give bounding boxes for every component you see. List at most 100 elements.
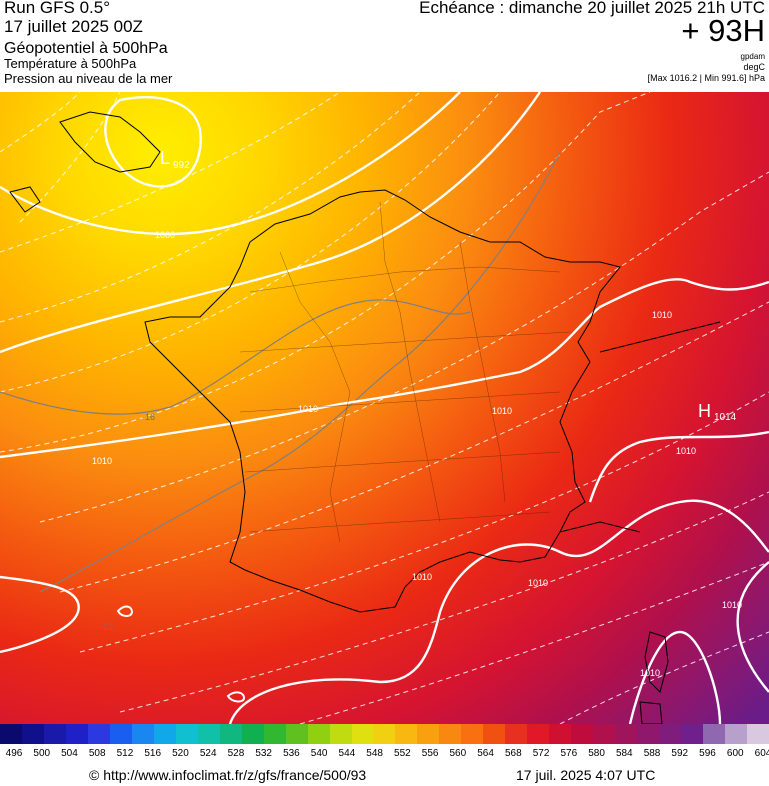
parameter-temperature: Température à 500hPa	[4, 56, 137, 71]
color-scale-cell	[65, 724, 88, 744]
color-scale-cell	[483, 724, 506, 744]
parameter-geopotential: Géopotentiel à 500hPa	[4, 40, 168, 57]
color-scale-tick: 556	[421, 748, 439, 759]
color-scale-cell	[87, 724, 110, 744]
color-scale-cell	[439, 724, 462, 744]
isobar-label: 1010	[92, 456, 112, 466]
color-scale-tick: 520	[172, 748, 189, 759]
temperature-isotherms	[0, 92, 769, 724]
color-scale-cell	[395, 724, 418, 744]
color-scale-cell	[615, 724, 638, 744]
color-scale-cell	[659, 724, 682, 744]
isobar-label: 1010	[722, 600, 742, 610]
isobar-label: 1010	[652, 310, 672, 320]
isotherm-label: -16	[142, 412, 155, 422]
run-title: Run GFS 0.5°	[4, 0, 111, 17]
header: Run GFS 0.5° 17 juillet 2025 00Z Géopote…	[0, 0, 769, 92]
color-scale-tick: 540	[310, 748, 328, 759]
color-scale-tick: 588	[643, 748, 661, 759]
color-scale-tick: 500	[33, 748, 51, 759]
color-scale-tick: 596	[699, 748, 716, 759]
color-scale-cell	[724, 724, 747, 744]
forecast-hour: + 93H	[681, 13, 765, 48]
color-scale-cell	[43, 724, 66, 744]
color-scale-cell	[263, 724, 286, 744]
color-scale-cell	[681, 724, 703, 744]
color-scale-cell	[21, 724, 44, 744]
color-scale-cell	[329, 724, 352, 744]
color-scale-cell	[307, 724, 330, 744]
low-pressure-value: 992	[173, 160, 190, 171]
color-scale-cell	[461, 724, 484, 744]
color-scale-cell	[351, 724, 374, 744]
parameter-pressure: Pression au niveau de la mer	[4, 71, 173, 86]
isobar-label: 1010	[676, 446, 696, 456]
color-scale-tick: 568	[504, 748, 522, 759]
forecast-valid-time: Echéance : dimanche 20 juillet 2025 21h …	[419, 0, 765, 17]
color-scale-cell	[549, 724, 572, 744]
isobar-label: 1010	[640, 668, 660, 678]
color-scale-tick: 552	[394, 748, 411, 759]
color-scale-tick: 600	[726, 748, 744, 759]
color-scale-cell	[153, 724, 176, 744]
color-scale-tick: 496	[5, 748, 23, 759]
isotherm-label: -12	[100, 622, 113, 632]
color-scale-tick: 572	[532, 748, 550, 759]
color-scale-tick: 564	[477, 748, 494, 759]
color-scale-cell	[241, 724, 264, 744]
isobars	[0, 92, 769, 724]
color-scale-tick: 512	[116, 748, 134, 759]
color-scale-cell	[197, 724, 220, 744]
color-scale-tick: 532	[255, 748, 272, 759]
weather-map: L 992 H 1014 1000 1010 1010 1010 1010 10…	[0, 92, 769, 724]
geopotential-field	[0, 92, 769, 724]
color-scale-tick: 524	[199, 748, 217, 759]
color-scale-tick: 584	[615, 748, 633, 759]
run-date: 17 juillet 2025 00Z	[4, 17, 143, 36]
color-scale-tick: 516	[144, 748, 162, 759]
color-scale-cell	[703, 724, 725, 744]
map-annotations: L 992 H 1014 1000 1010 1010 1010 1010 10…	[92, 148, 742, 678]
isobar-label: 1000	[155, 230, 175, 240]
color-scale-cell	[571, 724, 594, 744]
color-scale-tick: 592	[671, 748, 689, 759]
unit-degc: degC	[743, 62, 765, 72]
color-scale-tick: 536	[283, 748, 300, 759]
color-scale-cell	[593, 724, 616, 744]
color-scale-tick: 580	[588, 748, 605, 759]
isobar-label: 1010	[412, 572, 432, 582]
color-scale-cell	[527, 724, 550, 744]
color-scale-cell	[505, 724, 528, 744]
isobar-label: 1010	[298, 404, 318, 414]
pressure-min-max: [Max 1016.2 | Min 991.6] hPa	[647, 73, 765, 83]
department-boundaries	[239, 201, 571, 543]
color-scale-tick: 504	[61, 748, 78, 759]
color-scale-tick: 604	[754, 748, 769, 759]
high-pressure-value: 1014	[714, 412, 737, 423]
color-scale-cell	[373, 724, 396, 744]
color-scale-tick: 544	[338, 748, 356, 759]
isobar-label: 1010	[528, 578, 548, 588]
color-scale-cell	[285, 724, 308, 744]
color-scale-tick: 528	[227, 748, 245, 759]
color-scale-cell	[109, 724, 132, 744]
color-scale-cell	[0, 724, 22, 744]
color-scale	[0, 724, 769, 744]
color-scale-tick: 508	[88, 748, 106, 759]
color-scale-cell	[637, 724, 660, 744]
color-scale-tick: 560	[449, 748, 467, 759]
color-scale-cell	[175, 724, 198, 744]
coastlines-borders	[9, 111, 721, 724]
color-scale-tick: 548	[366, 748, 383, 759]
color-scale-tick: 576	[560, 748, 578, 759]
generation-date: 17 juil. 2025 4:07 UTC	[516, 767, 656, 783]
low-pressure-symbol: L	[160, 148, 170, 168]
color-scale-cell	[219, 724, 242, 744]
color-scale-cell	[417, 724, 440, 744]
high-pressure-symbol: H	[698, 401, 711, 421]
color-scale-cell	[131, 724, 154, 744]
isobar-label: 1010	[492, 406, 512, 416]
source-url[interactable]: © http://www.infoclimat.fr/z/gfs/france/…	[89, 767, 367, 783]
color-scale-cell	[746, 724, 769, 744]
color-scale-ticks: 496 500 504 508 512 516 520 524 528 532 536 540 544 5…	[0, 748, 769, 762]
